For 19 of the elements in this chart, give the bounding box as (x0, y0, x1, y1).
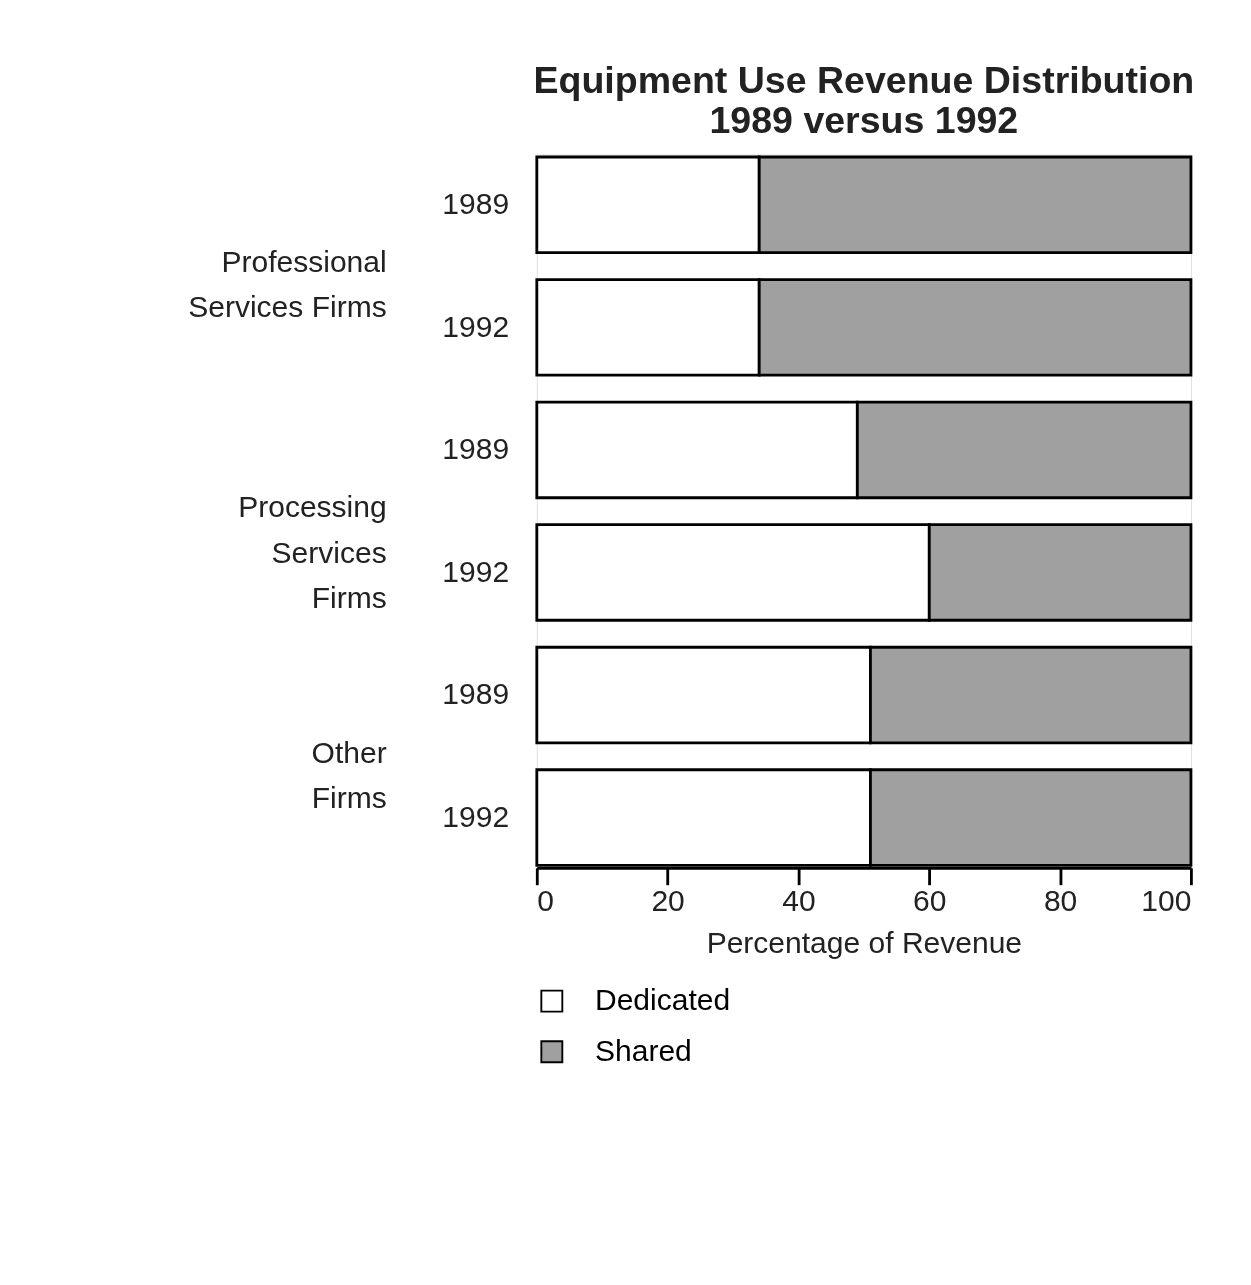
x-tick-label: 40 (782, 883, 816, 917)
x-tick-label: 60 (913, 883, 947, 917)
x-tick-label: 80 (1043, 883, 1078, 917)
y-tick-label: 1992 (442, 799, 510, 833)
y-tick-label: 1989 (442, 677, 510, 711)
text: Processing Services Firms (238, 490, 387, 614)
x-tick-label: 0 (537, 883, 554, 917)
y-tick-label: 1992 (442, 309, 510, 343)
x-tick-label: 20 (651, 883, 685, 917)
legend-label: Dedicated (595, 983, 731, 1017)
text: Other Firms (311, 735, 387, 814)
x-tick-label: 100 (1141, 883, 1192, 917)
chart-title: Equipment Use Revenue Distribution 1989 versus 1992 (533, 59, 1195, 141)
y-tick-label: 1992 (442, 554, 510, 588)
text: Professional Services Firms (188, 245, 387, 324)
y-tick-label: 1989 (442, 187, 510, 221)
x-axis-title: Percentage of Revenue (706, 925, 1023, 959)
legend-label: Shared (595, 1034, 692, 1068)
y-tick-label: 1989 (442, 432, 510, 466)
